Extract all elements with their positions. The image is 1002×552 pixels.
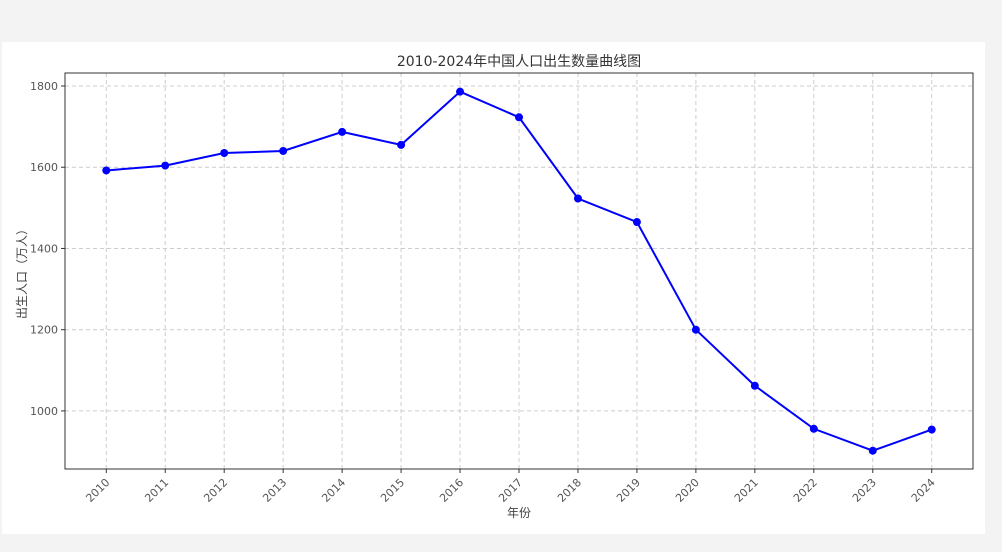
x-tick-label: 2015: [378, 476, 407, 505]
x-axis-label: 年份: [507, 506, 531, 520]
x-tick-label: 2010: [83, 476, 112, 505]
data-point-2012: [220, 149, 229, 158]
x-tick-label: 2024: [909, 476, 938, 505]
y-tick-label: 1200: [30, 324, 58, 337]
data-point-2018: [573, 194, 582, 203]
x-tick-label: 2014: [319, 476, 348, 505]
x-tick-label: 2016: [437, 476, 466, 505]
data-point-2019: [632, 218, 641, 227]
data-point-2011: [161, 161, 170, 170]
y-tick-label: 1000: [30, 405, 58, 418]
chart-title: 2010-2024年中国人口出生数量曲线图: [397, 54, 641, 70]
data-point-2024: [927, 425, 936, 434]
x-tick-label: 2021: [732, 476, 761, 505]
data-point-2021: [750, 381, 759, 390]
data-point-2023: [868, 446, 877, 455]
y-tick-label: 1600: [30, 161, 58, 174]
x-tick-label: 2011: [142, 476, 171, 505]
data-point-2013: [279, 146, 288, 155]
x-tick-label: 2023: [850, 476, 879, 505]
y-tick-label: 1800: [30, 80, 58, 93]
data-point-2015: [397, 140, 406, 149]
data-point-2022: [809, 424, 818, 433]
y-tick-label: 1400: [30, 242, 58, 255]
chart-card: [2, 42, 985, 534]
data-point-2010: [102, 166, 111, 175]
x-tick-label: 2017: [496, 476, 525, 505]
data-point-2017: [515, 113, 523, 122]
x-tick-label: 2012: [201, 476, 230, 505]
x-tick-label: 2013: [260, 476, 289, 505]
data-point-2016: [456, 87, 465, 96]
data-point-2020: [691, 325, 700, 334]
x-tick-label: 2019: [614, 476, 643, 505]
data-point-2014: [338, 127, 347, 136]
x-tick-label: 2020: [673, 476, 702, 505]
plot-frame: [64, 72, 974, 470]
x-tick-label: 2022: [791, 476, 820, 505]
y-axis-label: 出生人口（万人）: [15, 223, 29, 319]
x-tick-label: 2018: [555, 476, 584, 505]
